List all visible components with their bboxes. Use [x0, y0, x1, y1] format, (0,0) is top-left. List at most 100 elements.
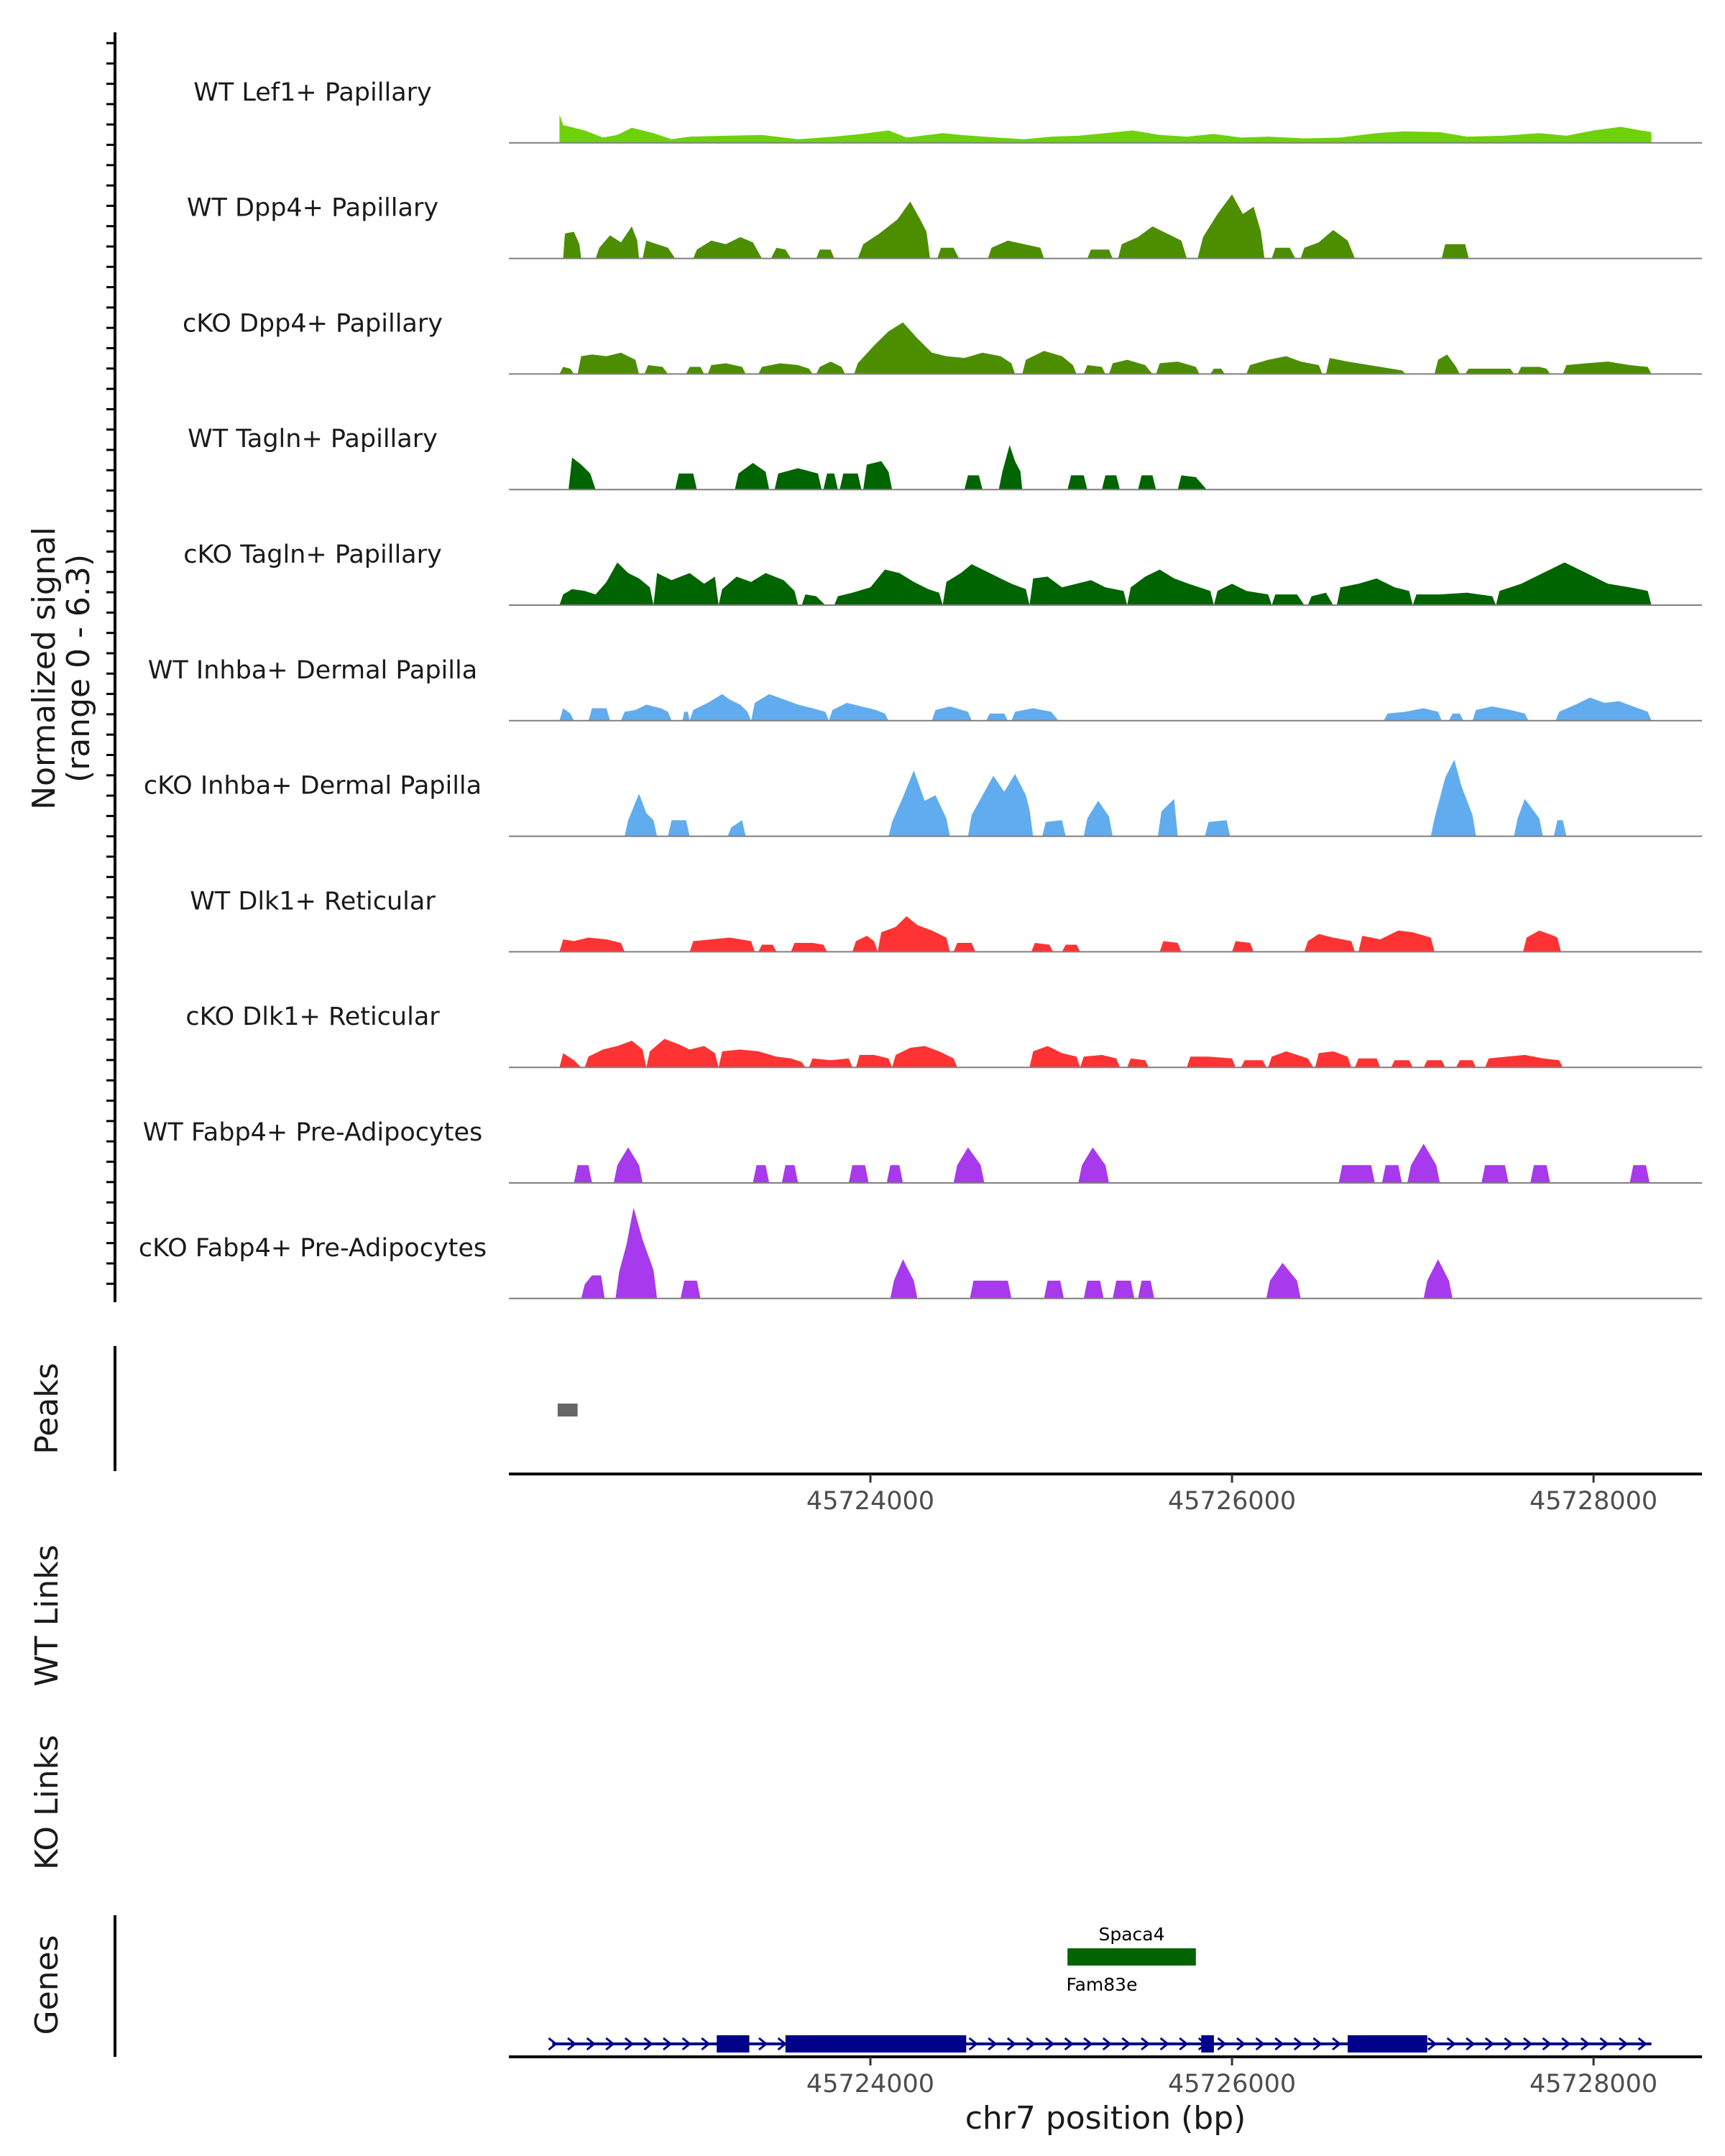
signal-axis-ticks — [106, 42, 115, 1285]
strand-arrow — [1293, 2037, 1304, 2051]
coverage-area — [1127, 1058, 1149, 1068]
coverage-area — [829, 703, 889, 721]
coverage-area — [1011, 708, 1059, 721]
coverage-area — [595, 226, 640, 259]
coverage-area — [1177, 475, 1207, 490]
strand-arrow — [1141, 2037, 1151, 2051]
coverage-area — [1304, 934, 1356, 952]
coverage-area — [1083, 1281, 1104, 1299]
coverage-area — [707, 363, 746, 374]
gene-models: Spaca4 Fam83e — [548, 1924, 1652, 2053]
coverage-area — [569, 457, 596, 490]
coverage-area — [1423, 1060, 1445, 1068]
coverage-area — [1300, 230, 1356, 259]
coverage-area — [863, 461, 893, 490]
strand-arrow — [1102, 2037, 1113, 2051]
coverage-area — [1271, 247, 1296, 259]
strand-arrow — [1083, 2037, 1093, 2051]
coverage-area — [574, 1165, 592, 1183]
coverage-area — [735, 463, 770, 490]
strand-arrow — [1045, 2037, 1055, 2051]
wt-links-label: WT Links — [29, 1544, 65, 1686]
strand-arrow — [1484, 2037, 1495, 2051]
track-label: cKO Inhba+ Dermal Papilla — [144, 772, 482, 801]
x-tick-label: 45728000 — [1530, 1487, 1657, 1516]
coverage-area — [1553, 820, 1567, 837]
coverage-area — [581, 1275, 605, 1299]
coverage-area — [932, 706, 972, 721]
strand-arrow — [1466, 2037, 1476, 2051]
coverage-area — [1481, 1165, 1509, 1183]
coverage-area — [1384, 708, 1442, 721]
coverage-area — [937, 247, 960, 259]
coverage-area — [1407, 1143, 1440, 1183]
coverage-area — [1087, 249, 1113, 259]
strand-arrow — [1236, 2037, 1246, 2051]
coverage-area — [1083, 801, 1113, 837]
coverage-area — [1156, 361, 1200, 374]
coverage-area — [1412, 592, 1496, 605]
coverage-area — [680, 1281, 701, 1299]
coverage-area — [1325, 358, 1406, 374]
track-areas — [559, 114, 1652, 1299]
strand-arrow — [1159, 2037, 1170, 2051]
track-label: WT Fabp4+ Pre-Adipocytes — [143, 1118, 482, 1147]
coverage-area — [1355, 1058, 1381, 1068]
bottom-coordinate-axis-ticks: 45724000 45726000 45728000 — [806, 2057, 1657, 2099]
strand-arrow — [777, 2037, 788, 2051]
strand-arrow — [1312, 2037, 1322, 2051]
coverage-area — [1138, 1281, 1154, 1299]
coverage-area — [1485, 1054, 1563, 1068]
strand-arrow — [1561, 2037, 1571, 2051]
coverage-area — [953, 943, 975, 952]
coverage-area — [559, 1053, 581, 1068]
coverage-area — [1523, 930, 1561, 952]
gene-exon — [785, 2035, 967, 2053]
coverage-area — [1080, 1054, 1121, 1068]
coverage-area — [758, 944, 777, 952]
coverage-area — [644, 365, 668, 374]
x-tick-label: 45724000 — [806, 1487, 934, 1516]
coverage-area — [643, 240, 676, 259]
coverage-area — [1391, 1060, 1413, 1068]
coverage-area — [1241, 1060, 1266, 1068]
coverage-area — [686, 367, 704, 374]
coverage-area — [559, 937, 625, 952]
track-label: cKO Fabp4+ Pre-Adipocytes — [139, 1234, 487, 1263]
strand-arrow — [1217, 2037, 1227, 2051]
strand-arrow — [701, 2037, 711, 2051]
coverage-area — [693, 236, 763, 259]
strand-arrow — [1637, 2037, 1648, 2051]
coverage-area — [953, 1147, 985, 1183]
coverage-area — [718, 573, 799, 605]
strand-arrow — [1121, 2037, 1131, 2051]
coverage-area — [1271, 594, 1305, 605]
coverage-area — [809, 1058, 852, 1068]
strand-arrow — [758, 2037, 768, 2051]
coverage-area — [1268, 1051, 1314, 1068]
x-tick-label: 45726000 — [1168, 2070, 1296, 2099]
strand-arrow — [1427, 2037, 1438, 2051]
strand-arrow — [1255, 2037, 1266, 2051]
coverage-area — [625, 793, 658, 837]
strand-arrow — [1026, 2037, 1036, 2051]
coverage-area — [816, 249, 834, 259]
coverage-area — [1530, 1165, 1550, 1183]
coverage-area — [689, 937, 755, 952]
coverage-area — [1078, 1147, 1109, 1183]
strand-arrow — [1504, 2037, 1514, 2051]
coverage-area — [888, 770, 950, 837]
x-tick-label: 45728000 — [1530, 2070, 1657, 2099]
coverage-area — [1358, 930, 1435, 952]
gene-exon — [1201, 2035, 1214, 2053]
track-label: WT Dlk1+ Reticular — [190, 887, 436, 916]
coverage-area — [890, 1259, 918, 1299]
coverage-area — [1232, 941, 1254, 952]
strand-arrow — [1599, 2037, 1609, 2051]
coverage-area — [1472, 706, 1529, 721]
signal-axis-range-label: (range 0 - 6.3) — [60, 554, 97, 783]
coverage-area — [588, 708, 610, 721]
track-label: WT Lef1+ Papillary — [193, 78, 432, 107]
x-tick-label: 45726000 — [1168, 1487, 1296, 1516]
gene-exon — [1067, 1948, 1196, 1966]
